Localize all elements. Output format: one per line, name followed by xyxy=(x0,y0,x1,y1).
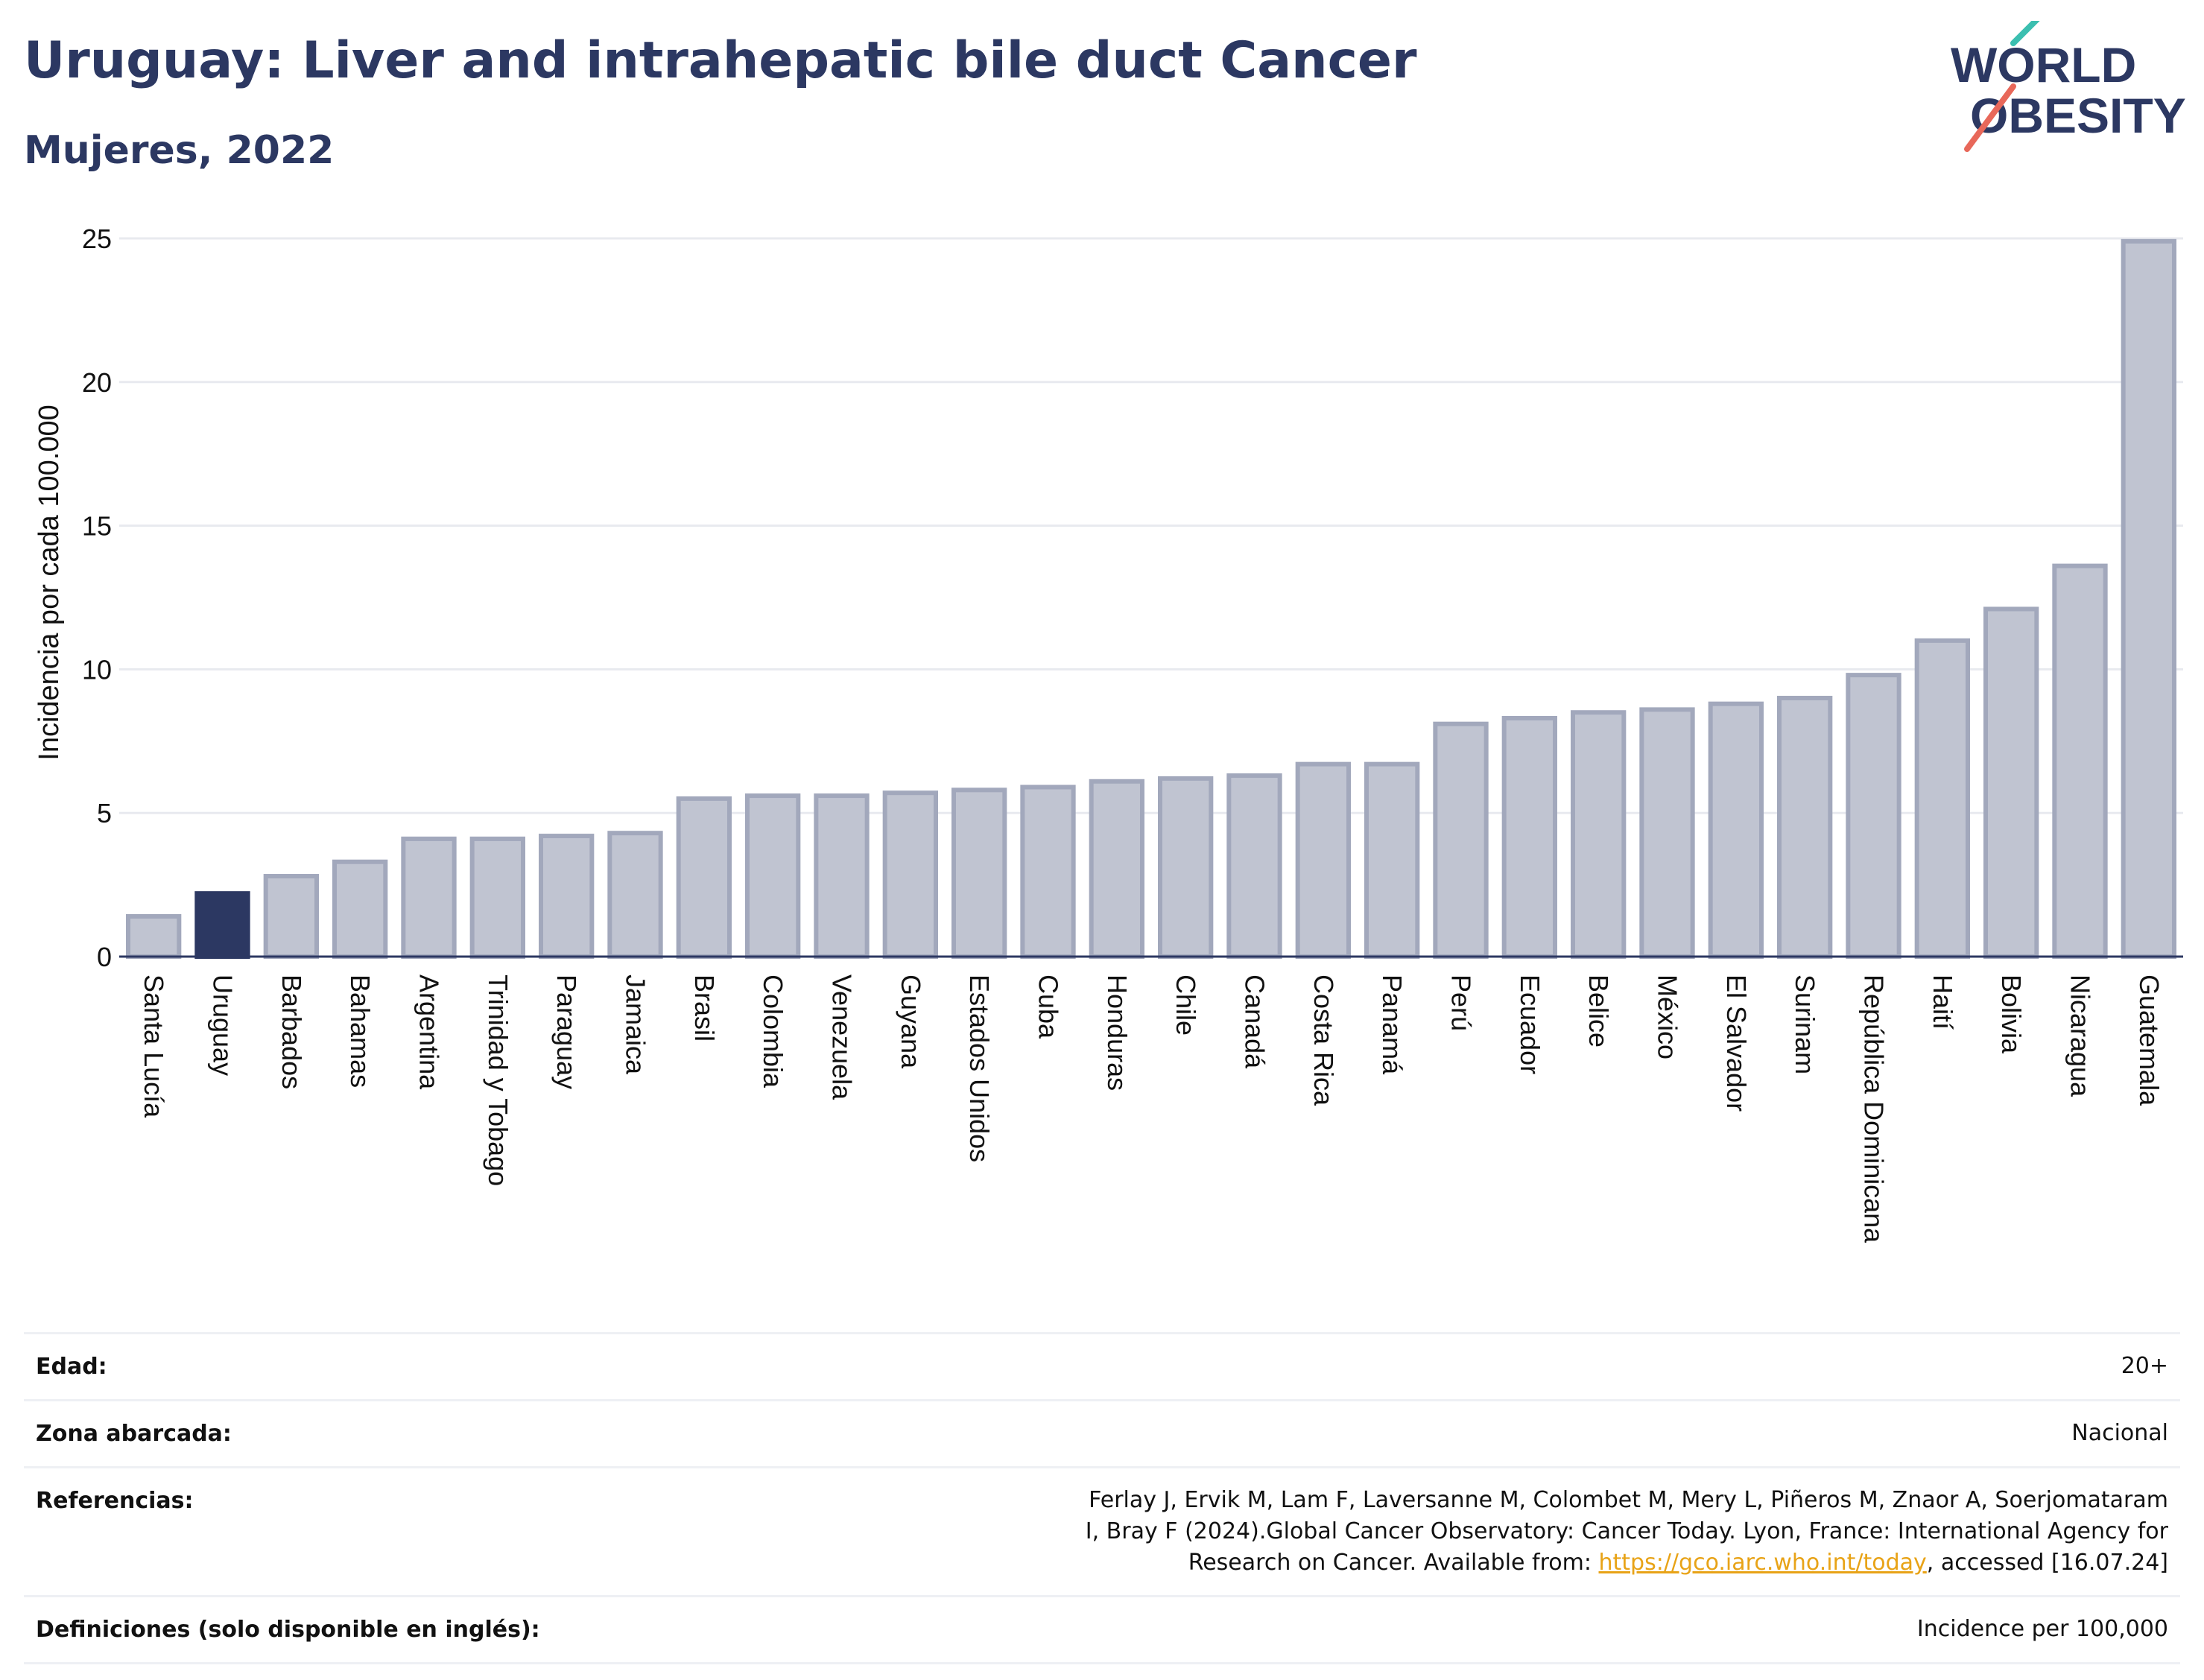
bar-el-salvador[interactable] xyxy=(1708,701,1764,959)
meta-label: Referencias: xyxy=(36,1488,194,1514)
bar-chart: 0 5 10 15 20 25 Santa Lucía Uruguay Barbados Bah… xyxy=(34,224,2183,1243)
y-tick-label: 15 xyxy=(82,511,112,542)
bar-barbados[interactable] xyxy=(263,874,319,959)
x-tick-label: Trinidad y Tobago xyxy=(483,974,513,1186)
meta-label: Zona abarcada: xyxy=(36,1421,232,1447)
x-tick-label: Jamaica xyxy=(621,974,651,1075)
y-axis-label: Incidencia por cada 100.000 xyxy=(34,405,65,760)
x-tick-label: El Salvador xyxy=(1721,974,1752,1112)
x-tick-label: Chile xyxy=(1171,974,1201,1036)
bar-canadá[interactable] xyxy=(1226,773,1282,960)
bar-belice[interactable] xyxy=(1571,710,1627,959)
x-tick-label: Cuba xyxy=(1033,974,1064,1039)
x-tick-label: Guatemala xyxy=(2134,974,2165,1106)
bar-bahamas[interactable] xyxy=(332,859,388,959)
meta-row-area: Zona abarcada: Nacional xyxy=(24,1400,2180,1468)
x-tick-label: Estados Unidos xyxy=(964,974,995,1162)
meta-value: 20+ xyxy=(2121,1353,2168,1379)
references-body: Ferlay J, Ervik M, Lam F, Laversanne M, … xyxy=(1085,1487,2168,1576)
meta-label: Definiciones (solo disponible en inglés)… xyxy=(36,1617,540,1643)
x-tick-label: Ecuador xyxy=(1515,974,1545,1074)
x-tick-label: Colombia xyxy=(758,974,788,1088)
world-obesity-logo[interactable]: WORLD OBESITY xyxy=(1937,21,2191,162)
x-tick-label: República Dominicana xyxy=(1859,974,1890,1243)
x-tick-label: Santa Lucía xyxy=(139,974,169,1118)
bars xyxy=(126,238,2176,960)
grid-lines xyxy=(119,237,2183,814)
meta-value: Incidence per 100,000 xyxy=(1916,1616,2168,1642)
x-tick-label: Canadá xyxy=(1240,974,1270,1069)
references-suffix: , accessed [16.07.24] xyxy=(1926,1550,2168,1576)
bar-guyana[interactable] xyxy=(882,790,938,960)
x-tick-label: Barbados xyxy=(276,974,307,1089)
bar-haití[interactable] xyxy=(1914,638,1970,960)
x-tick-label: Honduras xyxy=(1102,974,1133,1091)
bar-perú[interactable] xyxy=(1433,721,1489,959)
bar-honduras[interactable] xyxy=(1089,779,1144,960)
x-tick-label: Uruguay xyxy=(208,974,238,1076)
x-tick-label: Bolivia xyxy=(1996,974,2027,1054)
meta-row-definitions: Definiciones (solo disponible en inglés)… xyxy=(24,1596,2180,1664)
x-tick-label: Brasil xyxy=(689,974,720,1042)
bar-chile[interactable] xyxy=(1158,776,1214,959)
x-tick-label: Venezuela xyxy=(827,974,858,1100)
bar-panamá[interactable] xyxy=(1364,761,1420,959)
bar-méxico[interactable] xyxy=(1639,707,1695,959)
x-tick-label: Guyana xyxy=(896,974,926,1069)
bar-trinidad-y-tobago[interactable] xyxy=(469,836,525,960)
x-tick-label: Panamá xyxy=(1377,974,1407,1075)
bar-república-dominicana[interactable] xyxy=(1846,673,1901,959)
bar-santa-lucía[interactable] xyxy=(126,914,182,959)
references-text: Ferlay J, Ervik M, Lam F, Laversanne M, … xyxy=(552,1468,2180,1597)
meta-row-references: Referencias: Ferlay J, Ervik M, Lam F, L… xyxy=(24,1467,2180,1597)
x-tick-label: México xyxy=(1653,974,1683,1059)
y-tick-label: 5 xyxy=(97,798,112,828)
logo-coral-slash xyxy=(1964,83,2016,152)
reference-link[interactable]: https://gco.iarc.who.int/today xyxy=(1598,1550,1927,1576)
x-tick-label: Paraguay xyxy=(551,974,582,1089)
x-tick-label: Costa Rica xyxy=(1308,974,1339,1106)
bar-brasil[interactable] xyxy=(676,796,732,960)
x-tick-label: Argentina xyxy=(414,974,445,1090)
bar-estados-unidos[interactable] xyxy=(951,787,1007,960)
x-tick-label: Belice xyxy=(1583,974,1614,1047)
y-tick-labels: 0 5 10 15 20 25 xyxy=(82,224,112,972)
x-tick-label: Nicaragua xyxy=(2065,974,2096,1097)
page-title: Uruguay: Liver and intrahepatic bile duc… xyxy=(24,31,1417,90)
meta-value: Nacional xyxy=(2071,1420,2168,1446)
x-tick-labels: Santa Lucía Uruguay Barbados Bahamas Argenti… xyxy=(139,974,2165,1243)
bar-nicaragua[interactable] xyxy=(2052,563,2108,959)
logo-teal-slash xyxy=(2010,21,2040,46)
bar-costa-rica[interactable] xyxy=(1295,761,1351,959)
bar-venezuela[interactable] xyxy=(814,793,870,959)
bar-ecuador[interactable] xyxy=(1501,715,1557,960)
bar-bolivia[interactable] xyxy=(1983,606,2039,959)
bar-uruguay[interactable] xyxy=(194,891,250,959)
y-tick-label: 0 xyxy=(97,942,112,972)
bar-paraguay[interactable] xyxy=(539,834,595,959)
meta-label: Edad: xyxy=(36,1354,107,1380)
page-subtitle: Mujeres, 2022 xyxy=(24,128,335,173)
y-tick-label: 10 xyxy=(82,654,112,685)
bar-jamaica[interactable] xyxy=(607,831,663,960)
y-tick-label: 20 xyxy=(82,367,112,398)
bar-argentina[interactable] xyxy=(401,836,457,960)
metadata-table: Edad: 20+ Zona abarcada: Nacional Refere… xyxy=(24,1332,2180,1664)
x-tick-label: Surinam xyxy=(1790,974,1820,1074)
bar-guatemala[interactable] xyxy=(2121,238,2176,959)
bar-cuba[interactable] xyxy=(1020,784,1076,959)
x-tick-label: Perú xyxy=(1446,974,1477,1031)
bar-colombia[interactable] xyxy=(745,793,801,959)
bar-surinam[interactable] xyxy=(1777,695,1833,960)
y-tick-label: 25 xyxy=(82,224,112,254)
x-tick-label: Bahamas xyxy=(345,974,376,1088)
meta-row-age: Edad: 20+ xyxy=(24,1333,2180,1401)
logo-line1: WORLD xyxy=(1951,37,2136,92)
x-tick-label: Haití xyxy=(1928,974,1958,1030)
